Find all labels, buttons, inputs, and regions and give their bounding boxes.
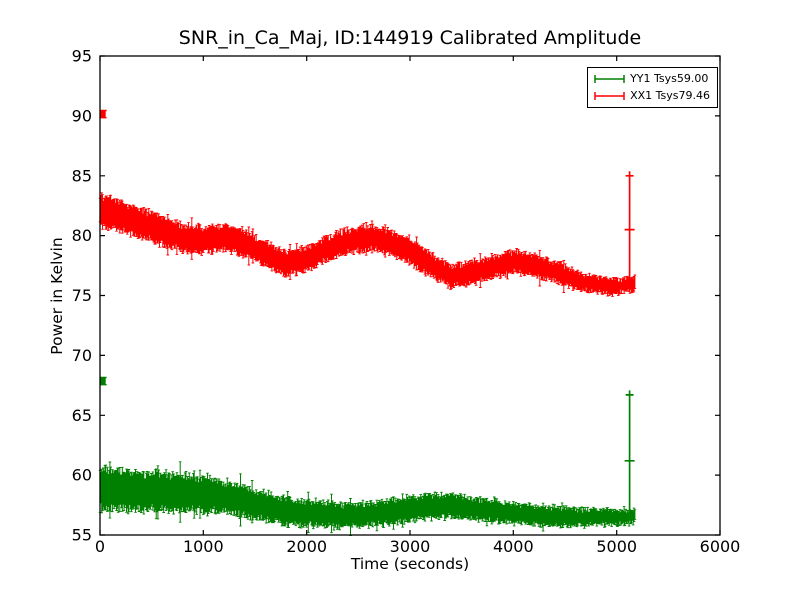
svg-text:90: 90 xyxy=(72,106,92,125)
errorbar-band xyxy=(99,192,636,297)
svg-text:3000: 3000 xyxy=(390,537,431,556)
svg-text:95: 95 xyxy=(72,47,92,66)
start-outlier-point xyxy=(99,376,107,386)
svg-text:85: 85 xyxy=(72,166,92,185)
svg-text:4000: 4000 xyxy=(493,537,534,556)
svg-text:80: 80 xyxy=(72,226,92,245)
legend-item-yy1: YY1 Tsys59.00 xyxy=(593,71,710,87)
axis-ticks xyxy=(99,55,721,536)
svg-text:70: 70 xyxy=(72,346,92,365)
end-spike-errorbar xyxy=(624,171,635,285)
svg-text:6000: 6000 xyxy=(700,537,741,556)
svg-text:75: 75 xyxy=(72,286,92,305)
start-outlier-point xyxy=(99,109,107,119)
svg-text:0: 0 xyxy=(95,537,105,556)
y-tick-labels: 55 60 65 70 75 80 85 90 95 xyxy=(72,47,92,545)
svg-text:55: 55 xyxy=(72,526,92,545)
x-tick-labels: 0 1000 2000 3000 4000 5000 6000 xyxy=(95,537,740,556)
legend: YY1 Tsys59.00 XX1 Tsys79.46 xyxy=(587,67,718,108)
errorbar-icon xyxy=(594,92,625,100)
legend-label: YY1 Tsys59.00 xyxy=(630,71,709,85)
end-spike-errorbar xyxy=(624,390,635,521)
y-axis-label: Power in Kelvin xyxy=(48,237,66,355)
svg-text:2000: 2000 xyxy=(286,537,327,556)
chart-title: SNR_in_Ca_Maj, ID:144919 Calibrated Ampl… xyxy=(178,27,642,49)
svg-text:65: 65 xyxy=(72,406,92,425)
svg-text:5000: 5000 xyxy=(596,537,637,556)
plot-frame xyxy=(99,55,721,536)
legend-item-xx1: XX1 Tsys79.46 xyxy=(593,88,710,104)
x-axis-label: Time (seconds) xyxy=(350,555,470,573)
legend-label: XX1 Tsys79.46 xyxy=(630,88,710,102)
errorbar-icon xyxy=(594,75,625,83)
series-yy1 xyxy=(98,376,637,536)
series-xx1 xyxy=(98,109,637,297)
svg-text:60: 60 xyxy=(72,466,92,485)
svg-text:1000: 1000 xyxy=(183,537,224,556)
